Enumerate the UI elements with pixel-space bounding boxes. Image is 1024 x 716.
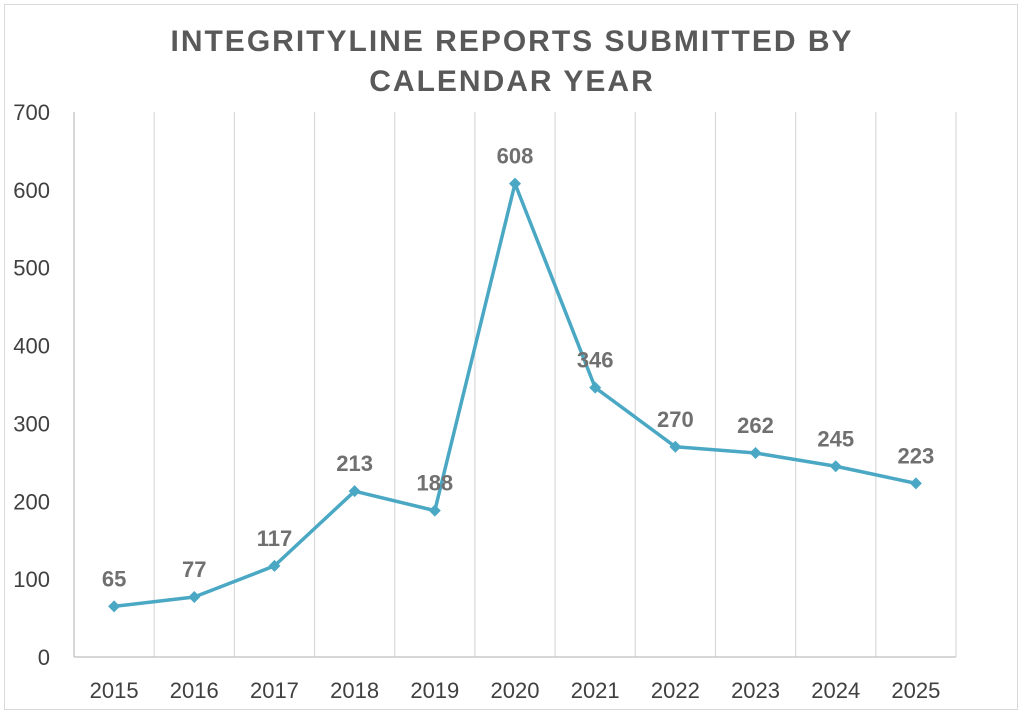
y-tick-label: 200 — [13, 489, 50, 514]
x-tick-label: 2017 — [250, 678, 299, 703]
x-tick-label: 2018 — [330, 678, 379, 703]
chart-title: INTEGRITYLINE REPORTS SUBMITTED BY CALEN… — [170, 25, 854, 98]
data-label: 245 — [817, 426, 854, 451]
x-tick-label: 2025 — [891, 678, 940, 703]
axes — [73, 112, 956, 658]
x-tick-label: 2022 — [651, 678, 700, 703]
y-tick-label: 500 — [13, 256, 50, 281]
data-label: 188 — [416, 471, 453, 496]
x-tick-label: 2020 — [491, 678, 540, 703]
data-label: 117 — [257, 526, 293, 551]
data-label: 223 — [898, 443, 935, 468]
y-tick-label: 700 — [13, 100, 50, 125]
data-point — [829, 460, 842, 473]
data-label: 270 — [657, 407, 694, 432]
data-label: 213 — [336, 451, 373, 476]
x-tick-label: 2021 — [571, 678, 620, 703]
y-tick-label: 100 — [13, 567, 50, 592]
y-tick-label: 0 — [38, 645, 50, 670]
data-label: 77 — [182, 557, 206, 582]
data-point — [669, 440, 682, 453]
x-tick-labels: 2015 2016 2017 2018 2019 2020 2021 2022 2023 2024… — [90, 678, 941, 703]
data-points — [108, 177, 922, 613]
data-point — [188, 591, 201, 604]
data-label: 346 — [577, 348, 614, 373]
chart-frame — [4, 4, 1018, 710]
data-point — [749, 447, 762, 460]
data-point — [589, 381, 602, 394]
y-tick-label: 600 — [13, 178, 50, 203]
x-tick-label: 2024 — [811, 678, 860, 703]
y-tick-label: 300 — [13, 411, 50, 436]
data-point — [348, 485, 361, 498]
data-label: 262 — [737, 413, 774, 438]
x-tick-label: 2016 — [170, 678, 219, 703]
data-labels: 65 77 117 213 188 608 346 270 262 245 223 — [102, 144, 934, 592]
data-point — [509, 177, 521, 190]
data-label: 65 — [102, 566, 126, 591]
data-label: 608 — [497, 144, 534, 169]
data-point — [909, 477, 922, 490]
grid-lines — [153, 112, 957, 657]
data-point — [108, 600, 121, 613]
x-tick-label: 2023 — [731, 678, 780, 703]
data-point — [268, 559, 281, 572]
x-tick-label: 2019 — [410, 678, 459, 703]
y-tick-label: 400 — [13, 334, 50, 359]
data-point — [428, 504, 441, 517]
x-tick-label: 2015 — [90, 678, 139, 703]
y-tick-labels: 0 100 200 300 400 500 600 700 — [13, 100, 50, 670]
